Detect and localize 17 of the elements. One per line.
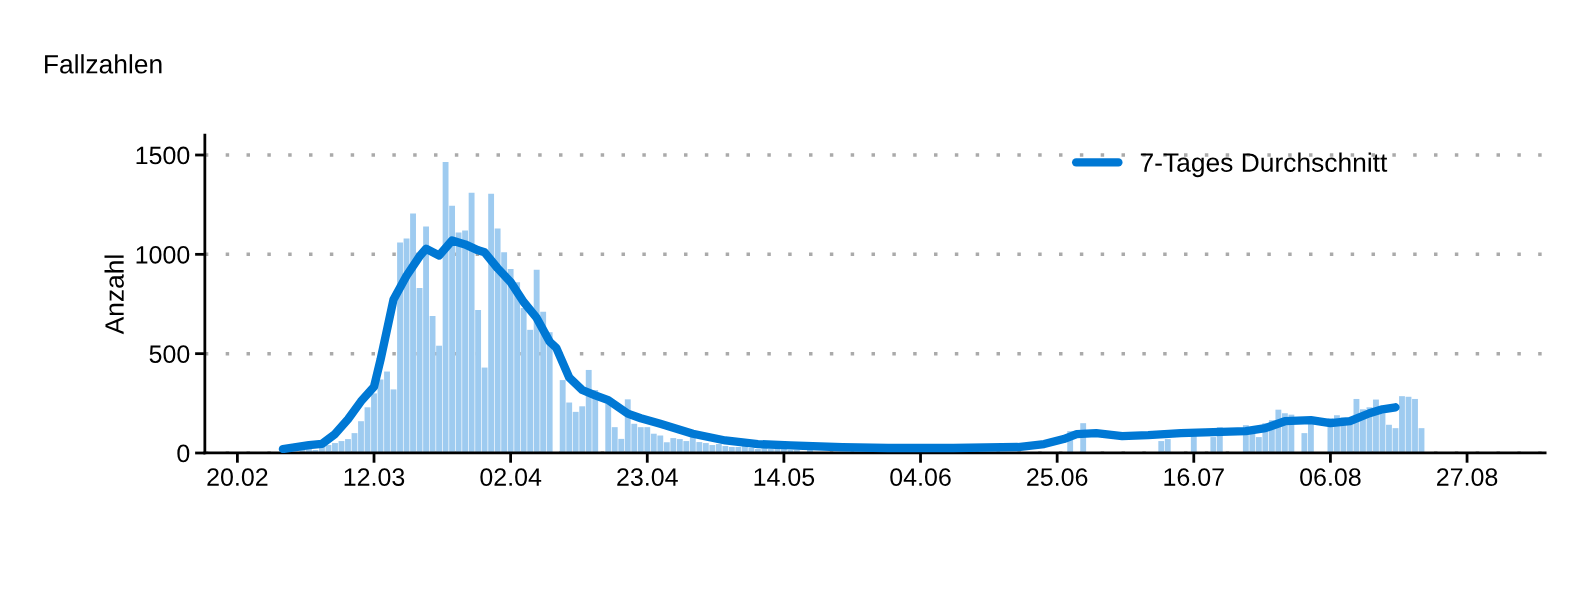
y-axis-title: Anzahl [104,255,124,335]
y-tick-label: 0 [177,444,190,463]
x-tick-label: 06.08 [1300,468,1361,486]
chart-title: Fallzahlen [45,54,162,74]
x-tick-label: 04.06 [890,468,951,486]
x-tick-label: 14.05 [754,468,815,486]
x-tick-label: 12.03 [344,468,405,486]
x-tick-label: 20.02 [207,468,268,486]
x-tick-label: 23.04 [617,468,678,486]
x-tick-label: 27.08 [1437,468,1498,486]
legend-label: 7-Tages Durchschnitt [1140,152,1388,178]
x-tick-label: 16.07 [1164,468,1224,486]
y-tick-label: 500 [149,345,190,363]
y-tick-label: 1000 [136,245,190,264]
y-tick-label: 1500 [136,146,190,165]
x-tick-label: 02.04 [480,468,542,486]
x-tick-label: 25.06 [1027,468,1088,486]
